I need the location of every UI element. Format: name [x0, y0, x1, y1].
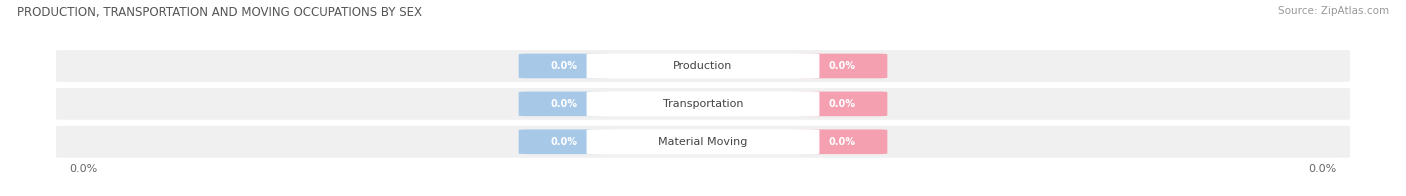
- FancyBboxPatch shape: [519, 54, 609, 78]
- Text: 0.0%: 0.0%: [550, 61, 578, 71]
- Text: 0.0%: 0.0%: [1309, 164, 1337, 174]
- FancyBboxPatch shape: [797, 54, 887, 78]
- Text: PRODUCTION, TRANSPORTATION AND MOVING OCCUPATIONS BY SEX: PRODUCTION, TRANSPORTATION AND MOVING OC…: [17, 6, 422, 19]
- Text: Production: Production: [673, 61, 733, 71]
- FancyBboxPatch shape: [519, 130, 609, 154]
- Text: Transportation: Transportation: [662, 99, 744, 109]
- Text: 0.0%: 0.0%: [828, 137, 856, 147]
- Text: 0.0%: 0.0%: [828, 99, 856, 109]
- Text: 0.0%: 0.0%: [828, 61, 856, 71]
- FancyBboxPatch shape: [49, 126, 1357, 158]
- FancyBboxPatch shape: [519, 92, 609, 116]
- FancyBboxPatch shape: [49, 50, 1357, 82]
- Text: 0.0%: 0.0%: [550, 99, 578, 109]
- Text: 0.0%: 0.0%: [69, 164, 97, 174]
- FancyBboxPatch shape: [586, 129, 820, 154]
- FancyBboxPatch shape: [586, 91, 820, 116]
- FancyBboxPatch shape: [586, 54, 820, 78]
- Text: 0.0%: 0.0%: [550, 137, 578, 147]
- FancyBboxPatch shape: [797, 92, 887, 116]
- FancyBboxPatch shape: [49, 88, 1357, 120]
- Text: Source: ZipAtlas.com: Source: ZipAtlas.com: [1278, 6, 1389, 16]
- FancyBboxPatch shape: [797, 130, 887, 154]
- Text: Material Moving: Material Moving: [658, 137, 748, 147]
